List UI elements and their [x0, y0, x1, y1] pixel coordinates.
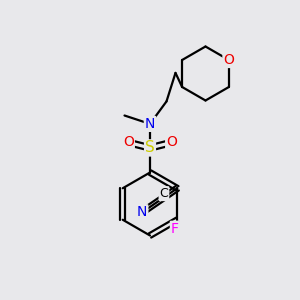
Text: O: O	[123, 136, 134, 149]
Text: O: O	[224, 53, 234, 67]
Text: N: N	[137, 205, 147, 219]
Text: O: O	[166, 136, 177, 149]
Text: C: C	[160, 187, 168, 200]
Text: N: N	[145, 117, 155, 131]
Text: S: S	[145, 140, 155, 155]
Text: F: F	[171, 222, 179, 236]
